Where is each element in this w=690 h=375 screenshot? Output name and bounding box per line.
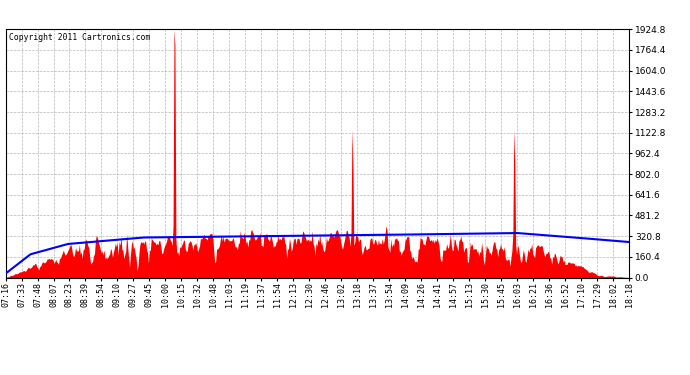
- Text: Copyright 2011 Cartronics.com: Copyright 2011 Cartronics.com: [9, 33, 150, 42]
- Text: West Array Actual Power (red) & Running Average Power (Watts blue)  Thu Sep 22 1: West Array Actual Power (red) & Running …: [6, 8, 551, 18]
